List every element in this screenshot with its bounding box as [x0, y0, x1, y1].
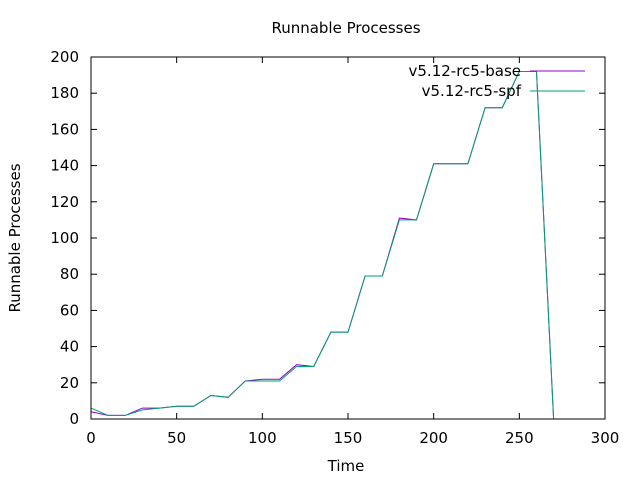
- y-tick-label: 60: [60, 301, 79, 319]
- y-tick-label: 180: [50, 84, 79, 102]
- series-line-v5.12-rc5-spf: [90, 71, 555, 420]
- y-tick-label: 80: [60, 265, 79, 283]
- y-axis-label: Runnable Processes: [6, 163, 24, 312]
- chart-title: Runnable Processes: [271, 19, 420, 37]
- x-axis-label: Time: [327, 457, 365, 475]
- legend-label: v5.12-rc5-base: [409, 62, 522, 80]
- x-tick-label: 150: [334, 429, 363, 447]
- y-tick-label: 160: [50, 120, 79, 138]
- y-tick-label: 40: [60, 338, 79, 356]
- x-tick-label: 300: [591, 429, 620, 447]
- legend: v5.12-rc5-base v5.12-rc5-spf: [409, 62, 585, 100]
- y-tick-label: 200: [50, 48, 79, 66]
- y-tick-label: 20: [60, 374, 79, 392]
- y-tick-label: 0: [69, 410, 79, 428]
- y-tick-label: 140: [50, 157, 79, 175]
- x-tick-label: 50: [167, 429, 186, 447]
- y-tick-label: 100: [50, 229, 79, 247]
- x-tick-label: 100: [248, 429, 277, 447]
- x-tick-label: 250: [505, 429, 534, 447]
- legend-label: v5.12-rc5-spf: [422, 82, 522, 100]
- x-tick-label: 200: [419, 429, 448, 447]
- y-tick-label: 120: [50, 193, 79, 211]
- x-tick-label: 0: [86, 429, 96, 447]
- series-line-v5.12-rc5-base: [90, 71, 555, 420]
- plot-border: [90, 56, 606, 420]
